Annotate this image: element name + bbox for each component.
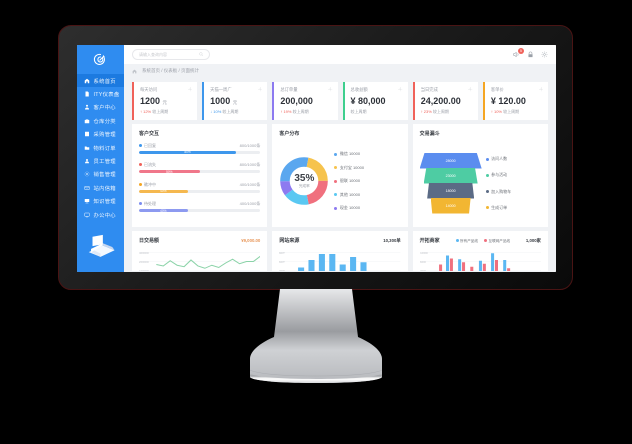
- svg-text:1000: 1000: [420, 251, 428, 255]
- svg-text:300: 300: [420, 269, 426, 271]
- svg-text:90T: 90T: [279, 251, 285, 255]
- svg-text:60T: 60T: [279, 260, 285, 264]
- svg-text:30T: 30T: [279, 269, 285, 271]
- svg-text:20000: 20000: [139, 260, 149, 264]
- svg-text:40000: 40000: [139, 251, 149, 255]
- svg-text:600: 600: [420, 260, 426, 264]
- svg-text:10000: 10000: [139, 269, 149, 271]
